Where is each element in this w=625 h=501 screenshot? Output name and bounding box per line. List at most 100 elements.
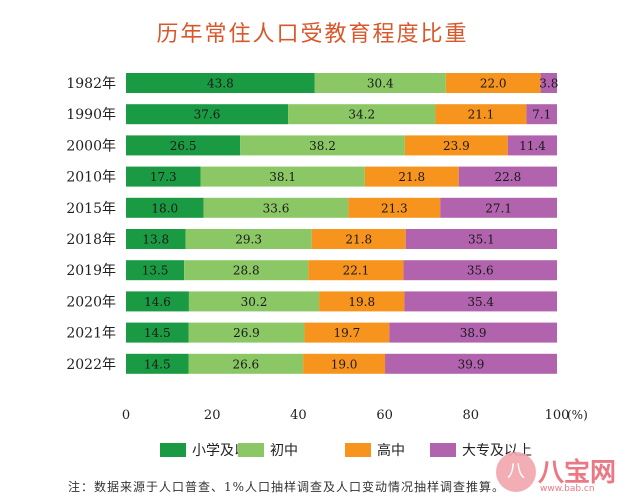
bar-segment (311, 229, 406, 249)
bar-segment (240, 135, 405, 156)
x-tick-label: 60 (376, 408, 393, 423)
category-label: 2010年 (66, 170, 116, 186)
data-label: 39.9 (458, 357, 485, 371)
bar-segment (184, 260, 309, 281)
data-label: 38.9 (460, 326, 487, 340)
data-label: 28.8 (233, 264, 260, 278)
category-label: 2000年 (66, 138, 116, 154)
legend-swatch (160, 443, 186, 457)
data-label: 30.4 (367, 77, 394, 91)
data-label: 14.6 (144, 295, 171, 309)
data-label: 43.8 (207, 77, 234, 91)
bar-segment (404, 135, 508, 156)
bar-segment (458, 166, 557, 187)
bar-segment (314, 73, 446, 93)
bar-segment (126, 104, 289, 125)
chart-title: 历年常住人口受教育程度比重 (156, 22, 469, 47)
category-label: 1990年 (66, 107, 116, 123)
category-label: 2022年 (66, 357, 116, 373)
data-label: 27.1 (485, 201, 512, 215)
data-label: 38.1 (269, 170, 296, 184)
x-tick-label: 40 (290, 408, 307, 423)
x-tick-label: 80 (463, 408, 480, 423)
data-label: 35.6 (467, 264, 494, 278)
data-label: 34.2 (348, 108, 375, 122)
data-label: 21.8 (398, 170, 425, 184)
data-label: 19.0 (331, 357, 358, 371)
data-label: 19.8 (348, 295, 375, 309)
data-label: 3.8 (539, 77, 558, 91)
bar-segment (188, 322, 305, 343)
data-label: 22.0 (480, 77, 507, 91)
bar-segment (126, 135, 241, 156)
bar-segment (203, 197, 349, 218)
bar-segment (319, 291, 405, 312)
bar-segment (126, 229, 186, 249)
data-label: 14.5 (144, 326, 171, 340)
data-label: 35.1 (468, 233, 495, 247)
bar-segment (185, 229, 312, 249)
data-label: 19.7 (334, 326, 361, 340)
data-label: 21.8 (345, 233, 372, 247)
legend-label: 高中 (377, 442, 405, 459)
bar-segment (126, 73, 315, 93)
bar-segment (507, 135, 557, 156)
bar-segment (188, 291, 320, 312)
data-label: 11.4 (519, 139, 546, 153)
bar-segment (188, 353, 304, 374)
data-label: 26.6 (232, 357, 259, 371)
bar-segment (303, 353, 386, 374)
data-label: 17.3 (150, 170, 177, 184)
data-label: 35.4 (467, 295, 494, 309)
bar-segment (364, 166, 459, 187)
legend-label: 初中 (270, 442, 298, 459)
bar-segment (526, 104, 557, 125)
footnote: 注：数据来源于人口普查、1%人口抽样调查及人口变动情况抽样调查推算。 (68, 480, 506, 494)
data-label: 26.9 (233, 326, 260, 340)
data-label: 37.6 (194, 108, 221, 122)
bar-segment (304, 322, 390, 343)
data-label: 18.0 (151, 201, 178, 215)
data-label: 13.5 (142, 264, 169, 278)
x-tick-label: 100 (545, 408, 570, 423)
watermark-badge: 八 (496, 452, 536, 492)
bar-segment (126, 353, 189, 374)
data-label: 38.2 (309, 139, 336, 153)
bar-segment (200, 166, 365, 187)
category-label: 2019年 (66, 263, 116, 279)
bar-segment (126, 197, 204, 218)
bar-segment (389, 322, 557, 343)
data-label: 7.1 (532, 108, 551, 122)
bar-segment (435, 104, 527, 125)
data-label: 21.1 (468, 108, 495, 122)
data-label: 26.5 (170, 139, 197, 153)
bar-segment (308, 260, 404, 281)
watermark-text: 八宝网 (538, 458, 617, 488)
bar-segment (445, 73, 541, 93)
category-label: 2021年 (66, 326, 116, 342)
bar-segment (126, 322, 189, 343)
bar-segment (288, 104, 436, 125)
legend-swatch (345, 443, 371, 457)
legend-swatch (430, 443, 456, 457)
bar-segment (126, 166, 201, 187)
bar-segment (126, 291, 189, 312)
x-tick-label: 20 (204, 408, 221, 423)
data-label: 21.3 (381, 201, 408, 215)
data-label: 29.3 (235, 233, 262, 247)
data-label: 14.5 (144, 357, 171, 371)
bar-segment (126, 260, 185, 281)
watermark-url: www.bab.cn (540, 484, 595, 494)
data-label: 22.1 (343, 264, 370, 278)
bar-segment (440, 197, 557, 218)
x-axis-unit: (%) (567, 408, 588, 422)
legend-swatch (238, 443, 264, 457)
bar-segment (540, 73, 557, 93)
category-label: 2018年 (66, 232, 116, 248)
data-label: 30.2 (241, 295, 268, 309)
category-label: 2020年 (66, 294, 116, 310)
bar-segment (405, 229, 557, 249)
bar-segment (348, 197, 441, 218)
